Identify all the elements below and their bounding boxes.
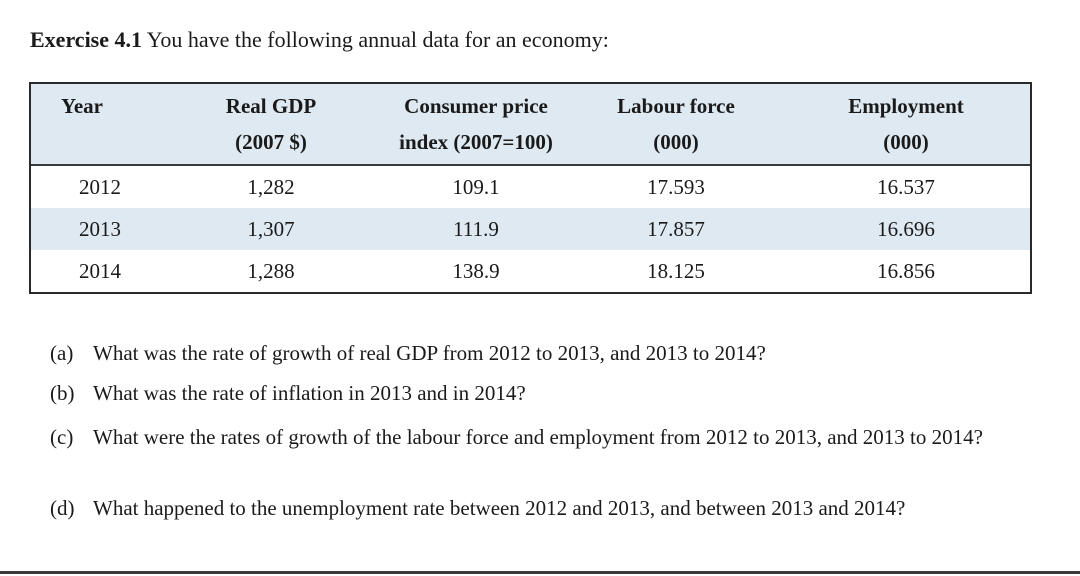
- cell-year: 2012: [79, 175, 121, 199]
- table-row: 2012 1,282 109.1 17.593 16.537: [31, 166, 1030, 208]
- exercise-heading: Exercise 4.1 You have the following annu…: [30, 26, 609, 54]
- cell-employment: 16.537: [877, 175, 935, 199]
- question-label: (c): [50, 425, 74, 449]
- question-text: What was the rate of growth of real GDP …: [93, 341, 766, 365]
- header-labour-force: Labour force (000): [617, 94, 735, 154]
- cell-real-gdp: 1,288: [247, 259, 295, 283]
- cell-cpi: 111.9: [453, 217, 499, 241]
- question-label: (d): [50, 496, 75, 520]
- cell-year: 2014: [79, 259, 121, 283]
- cell-year: 2013: [79, 217, 121, 241]
- cell-labour-force: 17.857: [647, 217, 705, 241]
- question-text: What was the rate of inflation in 2013 a…: [93, 381, 526, 405]
- question-label: (a): [50, 341, 74, 365]
- cell-cpi: 109.1: [452, 175, 500, 199]
- header-cpi: Consumer price index (2007=100): [399, 94, 553, 154]
- table-header-row: Year Real GDP (2007 $) Consumer price in…: [31, 84, 1030, 166]
- table-row: 2013 1,307 111.9 17.857 16.696: [31, 208, 1030, 250]
- question-text: What were the rates of growth of the lab…: [93, 425, 983, 449]
- economy-data-table: Year Real GDP (2007 $) Consumer price in…: [29, 82, 1032, 294]
- header-real-gdp: Real GDP (2007 $): [225, 94, 317, 154]
- exercise-intro-text: You have the following annual data for a…: [146, 27, 609, 52]
- cell-employment: 16.696: [877, 217, 935, 241]
- cell-cpi: 138.9: [452, 259, 500, 283]
- question-text: What happened to the unemployment rate b…: [93, 496, 906, 520]
- header-employment: Employment (000): [848, 94, 964, 154]
- cell-real-gdp: 1,307: [247, 217, 295, 241]
- exercise-label: Exercise 4.1: [30, 27, 143, 52]
- cell-real-gdp: 1,282: [247, 175, 295, 199]
- bottom-divider: [0, 571, 1080, 574]
- cell-employment: 16.856: [877, 259, 935, 283]
- table-row: 2014 1,288 138.9 18.125 16.856: [31, 250, 1030, 292]
- header-year: Year: [61, 94, 103, 118]
- cell-labour-force: 17.593: [647, 175, 705, 199]
- cell-labour-force: 18.125: [647, 259, 705, 283]
- question-label: (b): [50, 381, 75, 405]
